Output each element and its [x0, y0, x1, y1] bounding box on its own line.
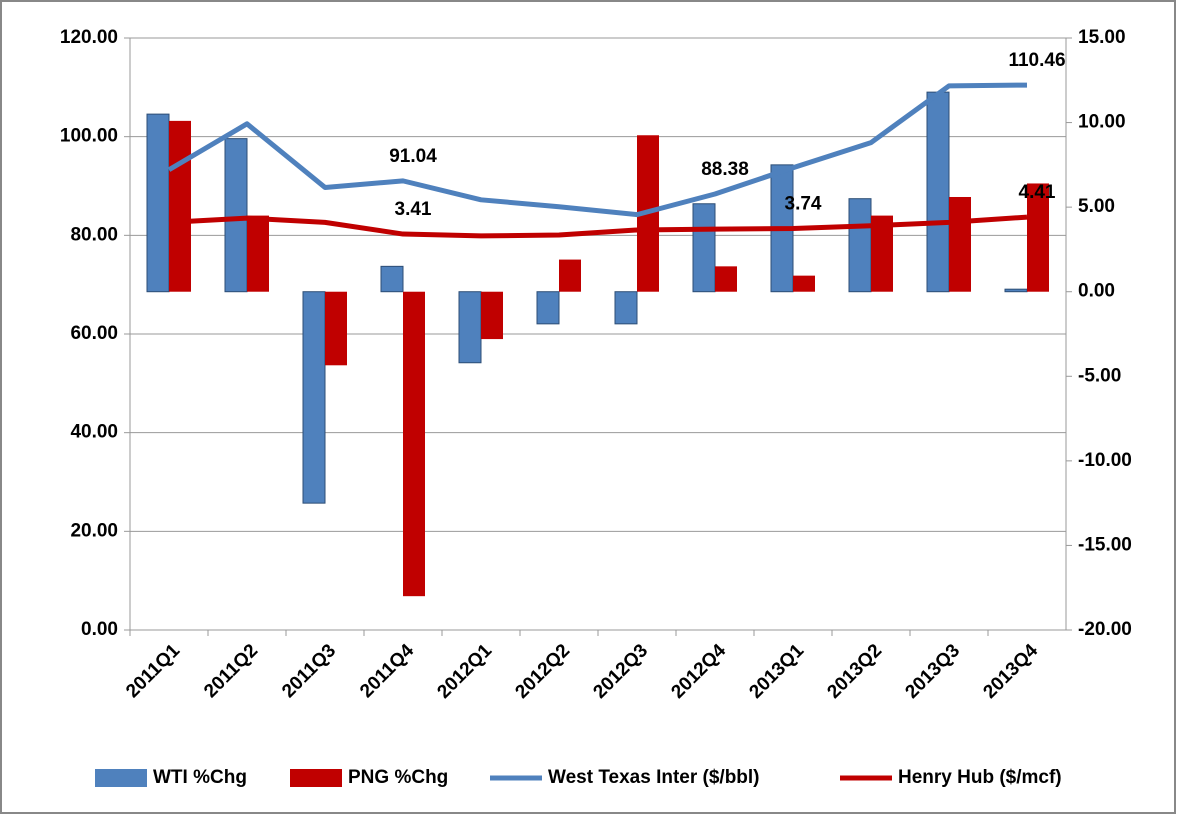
bar: [848, 198, 872, 293]
y-tick-label: 20.00: [70, 520, 118, 541]
line: [168, 214, 1028, 239]
bar: [692, 203, 716, 293]
data-label: 91.04: [389, 146, 437, 167]
data-label: 88.38: [701, 159, 749, 180]
legend-swatch: [290, 769, 342, 787]
bar: [481, 291, 503, 340]
y2-tick-label: 0.00: [1078, 281, 1115, 302]
legend-label: PNG %Chg: [348, 767, 448, 788]
bar: [224, 138, 248, 293]
y-tick-label: 0.00: [81, 619, 118, 640]
y2-tick-label: 10.00: [1078, 112, 1126, 133]
legend-swatch: [95, 769, 147, 787]
legend-label: West Texas Inter ($/bbl): [548, 767, 760, 788]
y2-tick-label: -10.00: [1078, 450, 1132, 471]
legend-label: WTI %Chg: [153, 767, 247, 788]
data-label: 4.41: [1019, 182, 1056, 203]
bar: [1004, 288, 1028, 293]
data-label: 110.46: [1008, 50, 1065, 71]
bar: [247, 215, 269, 292]
bar: [403, 291, 425, 597]
bar: [169, 120, 191, 292]
y-tick-label: 80.00: [70, 224, 118, 245]
legend-label: Henry Hub ($/mcf): [898, 767, 1062, 788]
y2-tick-label: -20.00: [1078, 619, 1132, 640]
bar: [614, 291, 638, 325]
bar: [926, 91, 950, 293]
bar: [1027, 183, 1049, 292]
y2-tick-label: -15.00: [1078, 534, 1132, 555]
bar: [325, 291, 347, 366]
y-tick-label: 100.00: [60, 126, 118, 147]
data-label: 3.41: [395, 199, 432, 220]
data-label: 3.74: [785, 193, 822, 214]
y-tick-label: 120.00: [60, 27, 118, 48]
bar: [871, 215, 893, 292]
bar: [559, 259, 581, 292]
bar: [146, 113, 170, 293]
bar: [458, 291, 482, 364]
bar: [302, 291, 326, 504]
bar: [536, 291, 560, 325]
y2-tick-label: 15.00: [1078, 27, 1126, 48]
y-tick-label: 60.00: [70, 323, 118, 344]
bar: [793, 275, 815, 292]
bar: [380, 265, 404, 293]
y-tick-label: 40.00: [70, 422, 118, 443]
bar: [715, 266, 737, 292]
line: [167, 82, 1028, 218]
bar: [949, 196, 971, 292]
y2-tick-label: 5.00: [1078, 196, 1115, 217]
y2-tick-label: -5.00: [1078, 365, 1121, 386]
